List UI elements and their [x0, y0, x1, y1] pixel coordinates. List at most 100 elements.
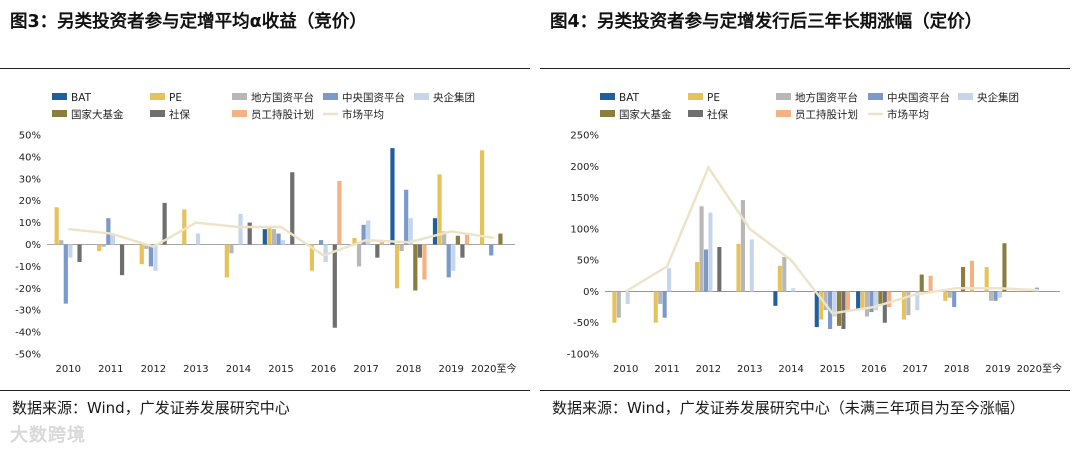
- y-tick-label: -20%: [15, 284, 41, 295]
- x-tick-label: 2010: [613, 364, 638, 375]
- y-tick-label: -10%: [15, 262, 41, 273]
- legend-label-市场平均: 市场平均: [342, 108, 384, 121]
- bar-社保-2019: [460, 244, 465, 258]
- bar-国家大基金-2019: [1002, 243, 1007, 292]
- y-tick-label: 50%: [577, 256, 599, 267]
- bar-央企集团-2018: [408, 218, 413, 245]
- x-tick-label: 2018: [396, 364, 421, 375]
- x-tick-label: 2017: [353, 364, 378, 375]
- bar-中央国资平台-2018: [404, 189, 409, 245]
- legend-label-BAT: BAT: [619, 92, 640, 104]
- bar-国家大基金-2020至今: [498, 233, 503, 245]
- bar-PE-2014: [777, 265, 782, 292]
- bar-地方国资平台-2015: [823, 291, 828, 311]
- bar-地方国资平台-2017: [356, 244, 362, 267]
- bar-地方国资平台-2017: [906, 291, 911, 316]
- bar-央企集团-2016: [873, 291, 878, 311]
- x-tick-label: 2011: [654, 364, 679, 375]
- figure-3-panel: 图3：另类投资者参与定增平均α收益（竞价） BAT PE 地方国资平台 中央国资平台 央…: [0, 0, 530, 455]
- x-tick-label: 2013: [737, 364, 762, 375]
- bar-央企集团-2017: [366, 220, 371, 245]
- bar-地方国资平台-2014: [782, 257, 787, 292]
- figure-4-source: 数据来源：Wind，广发证券发展研究中心（未满三年项目为至今涨幅）: [552, 399, 1025, 417]
- legend-swatch-员工持股计划: [232, 110, 247, 117]
- bar-PE-2011: [97, 244, 102, 252]
- bar-地方国资平台-2013: [740, 200, 745, 292]
- legend-label-国家大基金: 国家大基金: [71, 108, 124, 121]
- bar-央企集团-2017: [915, 291, 920, 311]
- bar-社保-2016: [332, 244, 337, 328]
- bar-PE-2013: [736, 243, 741, 292]
- x-tick-label: 2018: [944, 364, 969, 375]
- bar-员工持股计划-2016: [887, 291, 892, 308]
- bar-中央国资平台-2010: [63, 244, 68, 304]
- bar-中央国资平台-2018: [952, 291, 957, 308]
- bar-BAT-2014: [773, 291, 778, 306]
- bar-地方国资平台-2019: [442, 231, 447, 245]
- x-tick-label: 2012: [141, 364, 166, 375]
- legend-label-中央国资平台: 中央国资平台: [342, 91, 405, 104]
- bar-国家大基金-2016: [878, 291, 883, 304]
- legend-swatch-国家大基金: [52, 110, 67, 117]
- bar-国家大基金-2019: [455, 235, 460, 245]
- bar-央企集团-2010: [625, 291, 630, 304]
- line-市场平均: [625, 164, 1040, 315]
- bar-PE-2010: [54, 207, 59, 245]
- legend-swatch-地方国资平台: [776, 93, 791, 100]
- bar-中央国资平台-2015: [276, 233, 281, 245]
- bar-BAT-2018: [390, 148, 395, 245]
- bar-地方国资平台-2012: [144, 244, 149, 249]
- bar-PE-2020至今: [480, 150, 485, 245]
- x-tick-label: 2012: [696, 364, 721, 375]
- bar-社保-2014: [247, 222, 252, 245]
- bar-中央国资平台-2019: [993, 291, 998, 301]
- bar-国家大基金-2018: [961, 267, 966, 292]
- bar-央企集团-2012: [153, 244, 158, 271]
- legend-swatch-国家大基金: [600, 110, 615, 117]
- legend-label-PE: PE: [707, 92, 720, 104]
- legend-label-地方国资平台: 地方国资平台: [251, 91, 314, 104]
- bar-PE-2015: [819, 291, 824, 320]
- legend-swatch-BAT: [600, 93, 615, 100]
- y-tick-label: 20%: [19, 196, 41, 207]
- figure-3-top-rule: [0, 68, 530, 69]
- legend-swatch-社保: [688, 110, 703, 117]
- bar-PE-2016: [860, 291, 865, 311]
- bar-员工持股计划-2016: [337, 180, 342, 245]
- bar-PE-2016: [309, 244, 315, 271]
- legend-swatch-PE: [150, 93, 165, 100]
- figure-3-source: 数据来源：Wind，广发证券发展研究中心: [12, 399, 290, 417]
- x-tick-label: 2019: [438, 364, 463, 375]
- bar-地方国资平台-2012: [699, 206, 704, 292]
- x-tick-label: 2016: [861, 364, 886, 375]
- x-tick-label: 2011: [98, 364, 123, 375]
- bar-国家大基金-2017: [919, 274, 924, 292]
- x-tick-label: 2014: [778, 364, 803, 375]
- legend-label-中央国资平台: 中央国资平台: [887, 91, 950, 104]
- bar-地方国资平台-2014: [229, 244, 234, 254]
- legend-swatch-央企集团: [414, 93, 429, 100]
- bar-央企集团-2014: [791, 288, 796, 292]
- legend-swatch-BAT: [52, 93, 67, 100]
- bar-PE-2018: [394, 244, 400, 289]
- figure-3-title: 图3：另类投资者参与定增平均α收益（竞价）: [10, 12, 367, 32]
- y-tick-label: 150%: [570, 193, 599, 204]
- bar-PE-2013: [182, 209, 187, 245]
- bar-BAT-2016: [856, 291, 861, 309]
- bar-社保-2017: [375, 244, 380, 258]
- bar-地方国资平台-2011: [658, 291, 663, 304]
- bar-员工持股计划-2017: [928, 275, 933, 292]
- legend-label-BAT: BAT: [71, 92, 92, 104]
- bar-中央国资平台-2019: [446, 244, 451, 278]
- bar-社保-2018: [417, 244, 422, 258]
- bar-员工持股计划-2015: [845, 291, 850, 311]
- bar-中央国资平台-2020至今: [489, 244, 494, 256]
- y-tick-label: -40%: [15, 328, 41, 339]
- bar-地方国资平台-2015: [271, 229, 277, 245]
- bar-中央国资平台-2017: [361, 224, 366, 245]
- y-tick-label: 40%: [19, 152, 41, 163]
- x-tick-label: 2015: [820, 364, 845, 375]
- bar-BAT-2015: [262, 229, 267, 245]
